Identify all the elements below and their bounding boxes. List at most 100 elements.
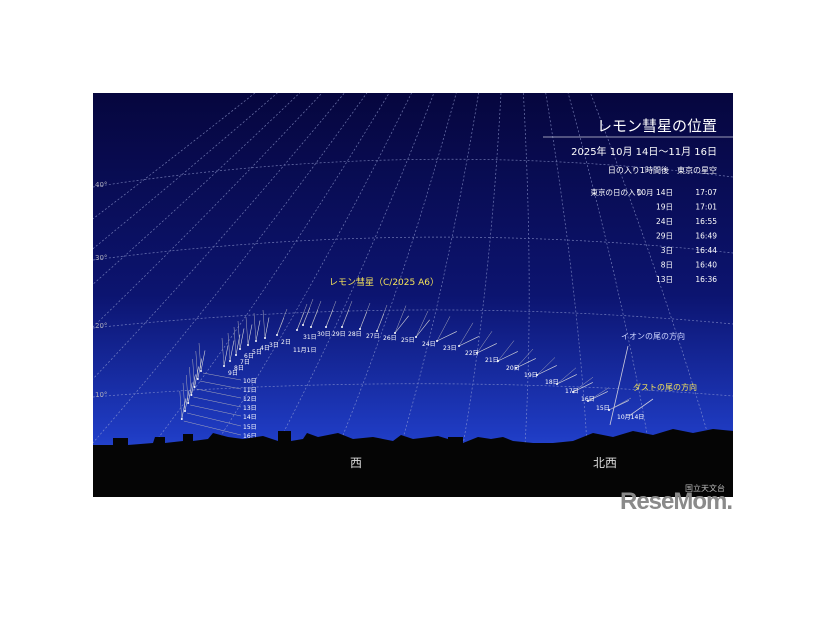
comet-head bbox=[196, 378, 199, 380]
dust-tail bbox=[476, 343, 497, 354]
comet-head bbox=[325, 326, 327, 328]
azimuth-line bbox=[590, 93, 712, 446]
dust-tail bbox=[394, 315, 409, 334]
date-label: 6日 bbox=[244, 353, 254, 360]
azimuth-line bbox=[93, 93, 368, 444]
date-label: 4日 bbox=[260, 345, 270, 352]
ion-tail bbox=[237, 320, 241, 350]
comet-head bbox=[229, 360, 231, 362]
comet-head bbox=[497, 360, 499, 362]
dust-tail bbox=[497, 351, 518, 362]
ion-tail bbox=[253, 312, 257, 342]
comet-head bbox=[436, 340, 438, 342]
comet-head bbox=[587, 400, 589, 402]
ion-tail bbox=[476, 331, 493, 354]
date-leader-line bbox=[199, 380, 242, 390]
comet-head bbox=[302, 324, 304, 326]
direction-west: 西 bbox=[350, 456, 362, 470]
dust-tail bbox=[247, 324, 253, 346]
ion-tail bbox=[192, 358, 195, 388]
date-leader-line bbox=[186, 412, 242, 427]
dust-tail bbox=[229, 340, 235, 362]
date-label: 2日 bbox=[281, 339, 291, 346]
ion-tail bbox=[195, 350, 199, 380]
date-label: 5日 bbox=[252, 349, 262, 356]
dust-tail bbox=[239, 328, 245, 350]
comet-head bbox=[515, 367, 517, 369]
comet-head bbox=[184, 410, 186, 412]
coordinate-grid bbox=[93, 93, 733, 446]
sunset-date: 13日 bbox=[656, 275, 673, 284]
dust-tail bbox=[184, 390, 190, 412]
date-label: 11日 bbox=[243, 387, 257, 394]
azimuth-line bbox=[276, 93, 435, 446]
comet-head bbox=[193, 386, 196, 388]
comet-head bbox=[276, 334, 278, 336]
dust-tail bbox=[255, 320, 261, 342]
sunset-time: 17:07 bbox=[695, 188, 717, 197]
azimuth-line bbox=[567, 93, 650, 446]
azimuth-line bbox=[214, 93, 412, 446]
altitude-circle bbox=[93, 383, 733, 398]
date-leader-line bbox=[183, 420, 242, 436]
azimuth-line bbox=[93, 93, 278, 250]
comet-head bbox=[180, 418, 183, 420]
sunset-date: 10月 14日 bbox=[637, 188, 673, 197]
altitude-circle bbox=[93, 158, 733, 188]
date-leader-line bbox=[193, 396, 242, 408]
ion-tail bbox=[415, 310, 429, 338]
comet-head bbox=[247, 344, 249, 346]
ion-tail bbox=[458, 322, 474, 347]
altitude-label: 40° bbox=[95, 181, 107, 189]
ion-tail bbox=[245, 316, 249, 346]
date-label: 12日 bbox=[243, 396, 257, 403]
azimuth-line bbox=[400, 93, 479, 446]
ion-tail bbox=[262, 309, 266, 339]
date-label: 3日 bbox=[269, 342, 279, 349]
date-label: 10月14日 bbox=[617, 414, 644, 421]
dust-tail bbox=[515, 358, 536, 369]
date-label: 29日 bbox=[332, 331, 346, 338]
date-label: 13日 bbox=[243, 405, 257, 412]
ion-tail bbox=[233, 326, 237, 356]
ion-tail bbox=[376, 304, 388, 332]
date-label: 19日 bbox=[524, 372, 538, 379]
date-label: 8日 bbox=[234, 365, 244, 372]
sunset-time: 16:40 bbox=[695, 261, 717, 270]
altitude-label: 20° bbox=[95, 322, 107, 330]
dust-tail bbox=[197, 358, 203, 380]
chart-title: レモン彗星の位置 bbox=[597, 117, 717, 135]
dust-tail bbox=[264, 317, 270, 339]
ion-tail bbox=[341, 300, 353, 328]
ion-tail bbox=[608, 397, 632, 411]
comet-head bbox=[476, 352, 478, 354]
resemom-watermark-logo: ReseMom. bbox=[620, 488, 733, 515]
dust-tail bbox=[587, 391, 608, 402]
comet-position-sky-chart: 40°30°20°10° 10月14日15日16日17日18日19日20日21日… bbox=[93, 93, 733, 497]
ion-tail bbox=[302, 298, 314, 326]
date-label: 9日 bbox=[228, 370, 238, 377]
date-label: 17日 bbox=[565, 388, 579, 395]
azimuth-line bbox=[93, 93, 345, 380]
ion-tail bbox=[185, 374, 189, 404]
ion-tail bbox=[394, 305, 407, 334]
date-label: 18日 bbox=[545, 379, 559, 386]
date-label: 27日 bbox=[366, 333, 380, 340]
sunset-date: 29日 bbox=[656, 232, 673, 241]
date-label: 21日 bbox=[485, 357, 499, 364]
comet-head bbox=[239, 348, 241, 350]
comet-head bbox=[458, 345, 460, 347]
comet-head bbox=[536, 374, 538, 376]
ion-tail bbox=[182, 382, 186, 412]
comet-head bbox=[556, 383, 558, 385]
date-label: 30日 bbox=[317, 331, 331, 338]
ion-tail bbox=[497, 340, 515, 362]
dust-tail bbox=[415, 319, 430, 338]
ion-tail bbox=[436, 316, 451, 342]
comet-name-label: レモン彗星（C/2025 A6） bbox=[329, 276, 439, 288]
condition-text: 日の入り1時間後 東京の星空 bbox=[608, 165, 717, 175]
comet-head bbox=[310, 326, 312, 328]
direction-northwest: 北西 bbox=[593, 456, 617, 470]
comet-head bbox=[200, 370, 202, 372]
ion-tail bbox=[310, 300, 322, 328]
